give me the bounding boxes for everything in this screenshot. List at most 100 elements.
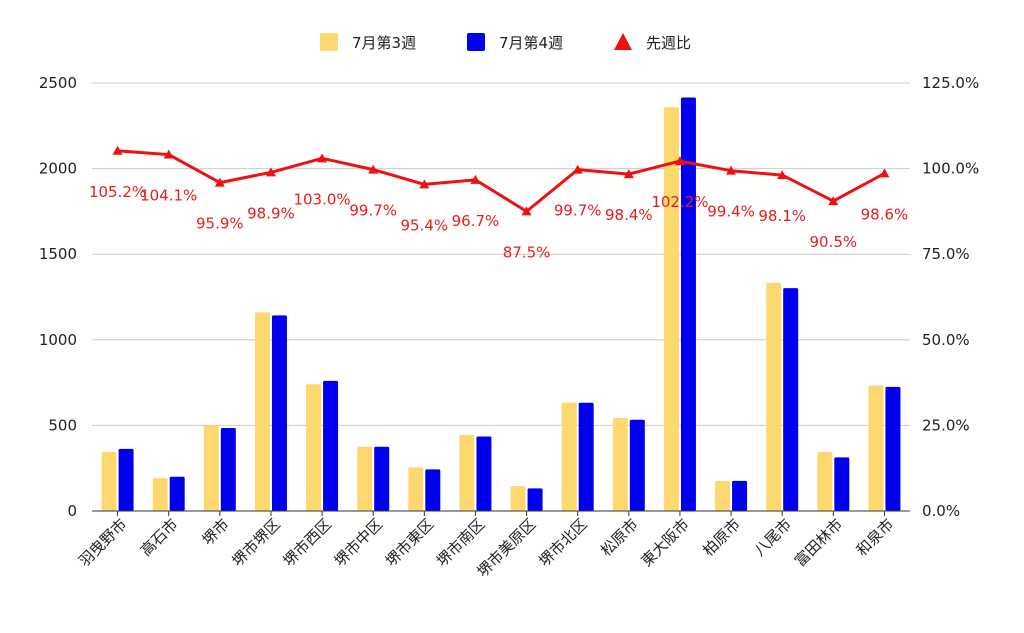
ratio-point xyxy=(828,196,839,206)
y-axis-left: 0 500 1000 1500 2000 2500 xyxy=(39,74,77,520)
ratio-data-label: 99.7% xyxy=(554,202,602,220)
bar-week3 xyxy=(715,481,731,511)
ratio-point xyxy=(572,164,583,174)
x-tick-label: 堺市西区 xyxy=(280,515,335,570)
bar-week3 xyxy=(510,486,526,511)
y-left-tick-label: 500 xyxy=(48,416,77,434)
bar-week4 xyxy=(629,419,645,511)
y-right-tick-label: 125.0% xyxy=(922,74,979,92)
x-tick-label: 柏原市 xyxy=(699,515,744,560)
x-tick-label: 富田林市 xyxy=(791,515,846,570)
y-right-tick-label: 75.0% xyxy=(922,245,970,263)
x-tick-label: 堺市北区 xyxy=(535,515,590,570)
ratio-point xyxy=(265,167,276,177)
legend-week3-swatch xyxy=(320,33,338,51)
bar-week3 xyxy=(152,478,168,511)
ratio-data-label: 103.0% xyxy=(293,190,350,208)
ratio-data-label: 96.7% xyxy=(452,212,500,230)
ratio-line xyxy=(112,145,890,216)
bar-week4 xyxy=(271,315,287,511)
bar-week4 xyxy=(220,427,236,511)
bar-week3 xyxy=(459,434,475,511)
bar-week4 xyxy=(169,476,185,511)
data-labels: 105.2%104.1%95.9%98.9%103.0%99.7%95.4% 96… xyxy=(89,183,908,262)
ratio-data-label: 95.9% xyxy=(196,215,244,233)
y-right-tick-label: 50.0% xyxy=(922,331,970,349)
ratio-data-label: 98.4% xyxy=(605,206,653,224)
bar-week3 xyxy=(101,451,117,511)
bar-week3 xyxy=(203,425,219,511)
x-tick-label: 堺市堺区 xyxy=(229,515,284,570)
x-tick-label: 高石市 xyxy=(137,515,182,560)
ratio-point xyxy=(521,206,532,216)
legend-week3-label: 7月第3週 xyxy=(352,34,416,52)
legend-ratio-swatch xyxy=(614,33,632,50)
ratio-data-label: 99.4% xyxy=(707,203,755,221)
y-left-tick-label: 2500 xyxy=(39,74,77,92)
bar-week3 xyxy=(306,384,322,511)
bar-week4 xyxy=(118,448,134,511)
ratio-point xyxy=(112,145,123,155)
y-right-tick-label: 100.0% xyxy=(922,160,979,178)
bar-week4 xyxy=(578,402,594,511)
bar-week3 xyxy=(868,385,884,511)
y-left-tick-label: 1500 xyxy=(39,245,77,263)
ratio-point xyxy=(879,168,890,178)
y-right-tick-label: 25.0% xyxy=(922,416,970,434)
ratio-data-label: 102.2% xyxy=(651,193,708,211)
y-left-tick-label: 2000 xyxy=(39,160,77,178)
ratio-point xyxy=(419,179,430,189)
bar-week3 xyxy=(408,467,424,511)
legend-week4-label: 7月第4週 xyxy=(499,34,563,52)
y-left-tick-label: 1000 xyxy=(39,331,77,349)
ratio-data-label: 95.4% xyxy=(400,216,448,234)
x-tick-label: 松原市 xyxy=(597,515,642,560)
x-tick-label: 和泉市 xyxy=(853,515,898,560)
bar-week4 xyxy=(476,436,492,511)
ratio-point xyxy=(470,174,481,184)
legend-ratio-label: 先週比 xyxy=(646,34,691,52)
bar-week4 xyxy=(425,469,441,511)
ratio-data-label: 99.7% xyxy=(349,202,397,220)
bar-week4 xyxy=(323,380,339,511)
x-tick-label: 堺市中区 xyxy=(331,515,386,570)
x-tick-label: 堺市東区 xyxy=(382,515,437,570)
ratio-data-label: 87.5% xyxy=(503,243,551,261)
ratio-point xyxy=(623,169,634,179)
ratio-point xyxy=(317,153,328,163)
legend: 7月第3週 7月第4週 先週比 xyxy=(320,33,691,52)
y-right-tick-label: 0.0% xyxy=(922,502,960,520)
ratio-point xyxy=(214,177,225,187)
bar-week3 xyxy=(357,446,373,511)
bar-week4 xyxy=(374,446,390,511)
ratio-data-label: 90.5% xyxy=(809,233,857,251)
x-tick-label: 八尾市 xyxy=(750,515,795,560)
y-left-tick-label: 0 xyxy=(67,502,77,520)
bar-week3 xyxy=(254,312,270,511)
x-tick-label: 東大阪市 xyxy=(638,515,693,570)
ratio-point xyxy=(674,156,685,166)
bar-week3 xyxy=(766,282,782,511)
bar-week4 xyxy=(885,386,901,511)
ratio-point xyxy=(726,165,737,175)
ratio-data-label: 105.2% xyxy=(89,183,146,201)
y-axis-right: 0.0% 25.0% 50.0% 75.0% 100.0% 125.0% xyxy=(922,74,979,520)
legend-week4-swatch xyxy=(467,33,485,51)
bar-week4 xyxy=(680,97,696,511)
x-tick-label: 羽曳野市 xyxy=(75,515,130,570)
bar-week3 xyxy=(561,402,577,511)
ratio-point xyxy=(163,149,174,159)
bar-week4 xyxy=(783,288,799,511)
x-tick-label: 堺市 xyxy=(199,515,233,549)
ratio-polyline xyxy=(117,149,886,213)
ratio-data-label: 98.9% xyxy=(247,204,295,222)
bar-week4 xyxy=(527,488,543,511)
bar-week3 xyxy=(663,107,679,512)
bar-week3 xyxy=(612,418,628,511)
bar-week3 xyxy=(817,451,833,511)
ratio-data-label: 104.1% xyxy=(140,187,197,205)
ratio-point xyxy=(777,170,788,180)
bars xyxy=(101,97,901,512)
